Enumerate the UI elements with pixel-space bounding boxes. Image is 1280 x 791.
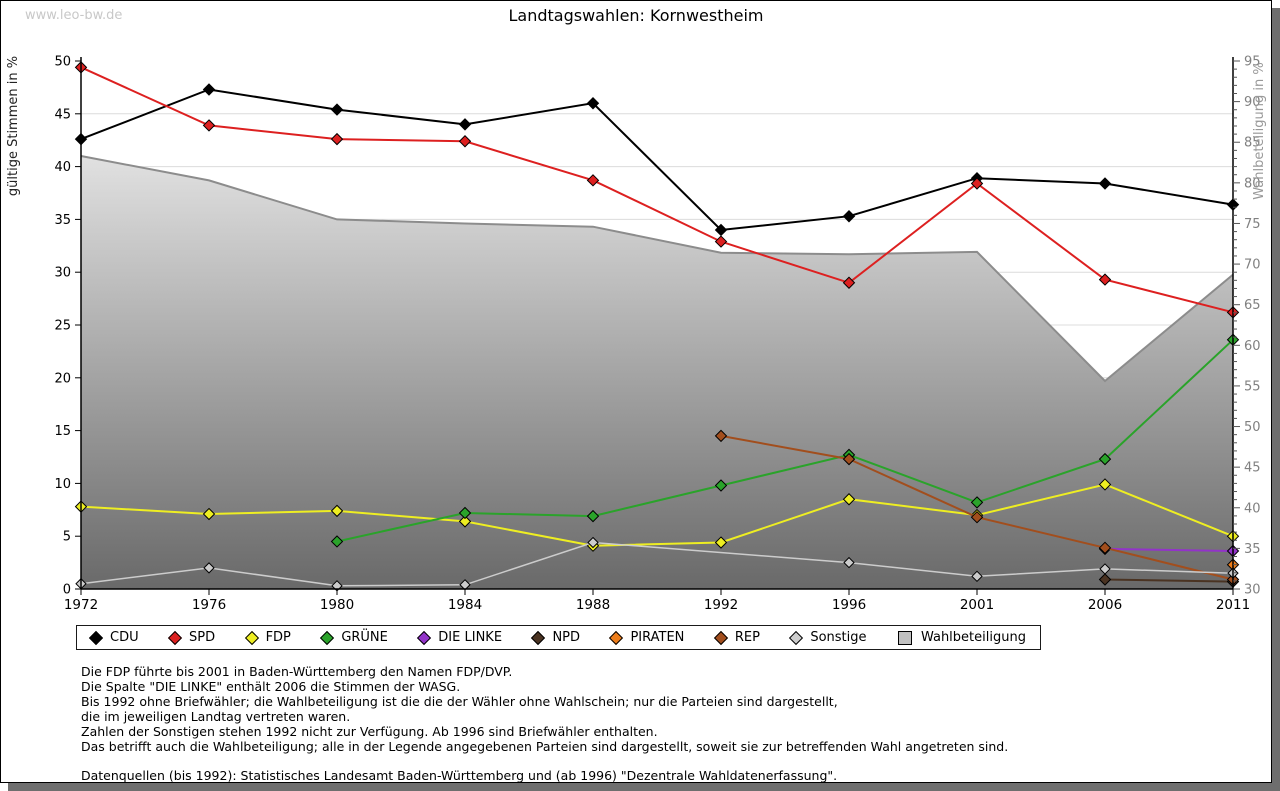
svg-text:1976: 1976 (192, 597, 226, 613)
legend-label: Wahlbeteiligung (920, 630, 1026, 645)
legend-item-npd: NPD (531, 630, 581, 645)
svg-text:15: 15 (54, 424, 71, 439)
svg-text:2011: 2011 (1216, 597, 1250, 613)
legend-diamond-marker (789, 630, 804, 645)
footnote-line-4: die im jeweiligen Landtag vertreten ware… (81, 709, 351, 724)
legend-label: CDU (110, 630, 139, 645)
svg-text:40: 40 (1244, 501, 1261, 516)
wahlbeteiligung-area (80, 155, 1234, 589)
svg-text:45: 45 (54, 107, 71, 122)
legend-diamond-marker (244, 630, 259, 645)
svg-text:30: 30 (54, 266, 71, 281)
x-axis-ticks: 1972 1976 1980 1984 1988 1992 1996 2001 2006 2011 (64, 589, 1250, 613)
svg-text:1984: 1984 (448, 597, 482, 613)
svg-text:1972: 1972 (64, 597, 98, 613)
svg-text:85: 85 (1244, 136, 1261, 151)
legend-diamond-marker (609, 630, 624, 645)
footnote-line-5: Zahlen der Sonstigen stehen 1992 nicht z… (81, 724, 658, 739)
series-spd (74, 61, 1240, 319)
legend-diamond-marker (320, 630, 335, 645)
legend-diamond-marker (167, 630, 183, 645)
svg-text:20: 20 (54, 371, 71, 386)
svg-text:50: 50 (1244, 420, 1261, 435)
legend-label: DIE LINKE (438, 630, 503, 645)
svg-text:25: 25 (54, 319, 71, 334)
legend-square-marker (897, 630, 912, 645)
svg-text:35: 35 (54, 213, 71, 228)
legend-diamond-marker (88, 630, 104, 645)
data-source-line: Datenquellen (bis 1992): Statistisches L… (81, 768, 838, 783)
axes (80, 57, 1234, 590)
svg-text:50: 50 (54, 55, 71, 70)
legend-diamond-marker (713, 630, 728, 645)
svg-text:80: 80 (1244, 176, 1261, 191)
chart-canvas: 0 5 10 15 20 25 30 35 40 45 50 30 35 40 45 50 55 60 65 70 75… (6, 55, 1267, 614)
legend-item-spd: SPD (167, 630, 216, 645)
legend-item-piraten: PIRATEN (609, 630, 685, 645)
svg-text:75: 75 (1244, 217, 1261, 232)
left-axis-title: gültige Stimmen in % (6, 56, 21, 196)
series-grüne (330, 333, 1240, 548)
svg-text:1992: 1992 (704, 597, 738, 613)
footnote-line-6: Das betrifft auch die Wahlbeteiligung; a… (81, 739, 1009, 754)
svg-text:0: 0 (63, 583, 71, 598)
legend-item-cdu: CDU (88, 630, 139, 645)
legend-item-fdp: FDP (244, 630, 291, 645)
svg-text:90: 90 (1244, 95, 1261, 110)
legend-label: SPD (189, 630, 216, 645)
left-axis-ticks: 0 5 10 15 20 25 30 35 40 45 50 (54, 55, 81, 598)
svg-text:2001: 2001 (960, 597, 994, 613)
footnote-line-2: Die Spalte "DIE LINKE" enthält 2006 die … (81, 679, 461, 694)
legend-item-grüne: GRÜNE (320, 630, 388, 645)
legend-label: Sonstige (810, 630, 867, 645)
svg-text:1996: 1996 (832, 597, 866, 613)
legend-label: FDP (265, 630, 291, 645)
svg-text:35: 35 (1244, 542, 1261, 557)
series-rep (714, 429, 1240, 586)
right-axis-title: Wahlbeteiligung in % (1252, 62, 1267, 199)
legend-diamond-marker (417, 630, 432, 645)
chart-legend: CDU SPD FDP GRÜNE DIE LINKE NPD PIRATEN REP Sons… (76, 625, 1041, 650)
legend-label: GRÜNE (341, 630, 388, 645)
legend-label: REP (734, 630, 760, 645)
svg-text:95: 95 (1244, 55, 1261, 70)
svg-text:2006: 2006 (1088, 597, 1122, 613)
leo-bw-watermark: www.leo-bw.de (25, 8, 123, 23)
legend-diamond-marker (531, 630, 546, 645)
legend-item-rep: REP (713, 630, 760, 645)
footnotes: Die FDP führte bis 2001 in Baden-Württem… (81, 664, 1008, 783)
legend-label: NPD (552, 630, 581, 645)
svg-text:10: 10 (54, 477, 71, 492)
legend-label: PIRATEN (630, 630, 685, 645)
svg-text:65: 65 (1244, 298, 1261, 313)
footnote-line-1: Die FDP führte bis 2001 in Baden-Württem… (81, 664, 513, 679)
page-title: Landtagswahlen: Kornwestheim (508, 6, 764, 25)
svg-text:30: 30 (1244, 583, 1261, 598)
legend-item-wahlbeteiligung: Wahlbeteiligung (897, 630, 1026, 645)
svg-text:1980: 1980 (320, 597, 354, 613)
svg-text:60: 60 (1244, 339, 1261, 354)
svg-text:1988: 1988 (576, 597, 610, 613)
svg-text:55: 55 (1244, 379, 1261, 394)
footnote-line-3: Bis 1992 ohne Briefwähler; die Wahlbetei… (81, 694, 838, 709)
legend-item-sonstige: Sonstige (789, 630, 867, 645)
legend-item-die-linke: DIE LINKE (417, 630, 503, 645)
right-axis-ticks: 30 35 40 45 50 55 60 65 70 75 80 85 90 95 (1233, 55, 1261, 598)
svg-text:45: 45 (1244, 461, 1261, 476)
svg-text:40: 40 (54, 160, 71, 175)
svg-text:5: 5 (63, 530, 71, 545)
svg-text:70: 70 (1244, 258, 1261, 273)
